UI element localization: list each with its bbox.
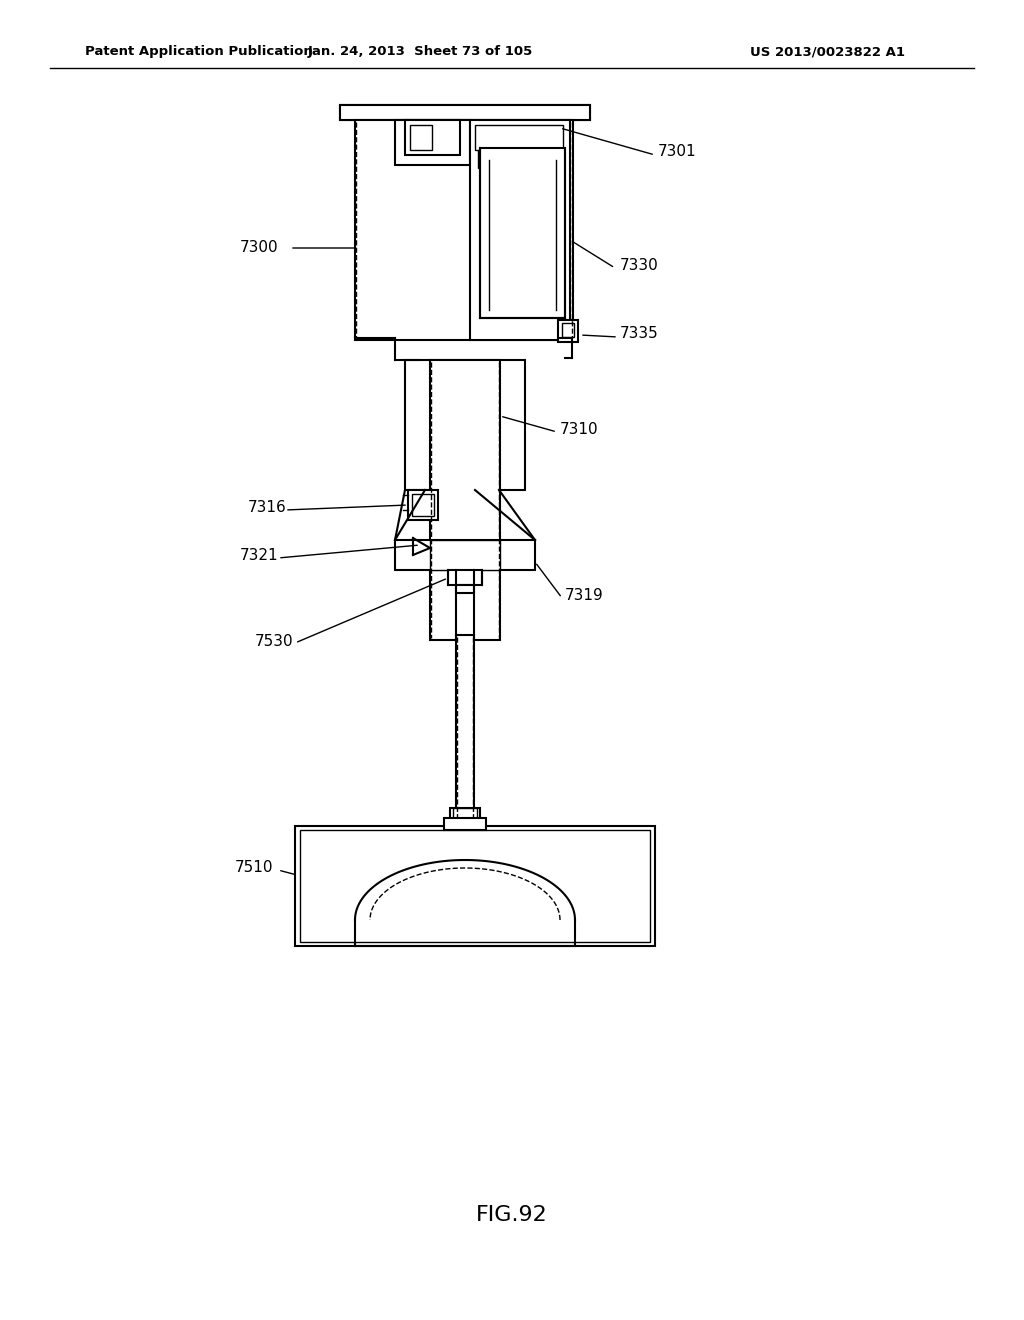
Bar (395, 120, 470, 165)
Text: 7335: 7335 (620, 326, 658, 342)
Bar (453, 808, 477, 822)
Text: 7319: 7319 (565, 587, 604, 602)
Text: 7310: 7310 (560, 421, 599, 437)
Bar (456, 635, 474, 820)
Text: 7316: 7316 (248, 500, 287, 516)
Text: 7530: 7530 (255, 634, 294, 648)
Bar (300, 830, 650, 942)
Text: 7300: 7300 (240, 240, 279, 256)
Text: US 2013/0023822 A1: US 2013/0023822 A1 (750, 45, 905, 58)
Bar (480, 148, 565, 318)
Text: 7301: 7301 (658, 144, 696, 160)
Text: 7330: 7330 (620, 257, 658, 272)
Bar (475, 125, 563, 150)
Text: Patent Application Publication: Patent Application Publication (85, 45, 312, 58)
Text: Jan. 24, 2013  Sheet 73 of 105: Jan. 24, 2013 Sheet 73 of 105 (307, 45, 532, 58)
Bar (412, 494, 434, 516)
Bar (430, 360, 500, 640)
Bar (562, 323, 574, 337)
Bar (430, 540, 500, 570)
Bar (478, 150, 528, 168)
Bar (456, 585, 474, 593)
Bar (408, 490, 438, 520)
Text: 7321: 7321 (240, 549, 279, 564)
Text: 7510: 7510 (234, 861, 273, 875)
Bar (470, 120, 570, 341)
Bar (406, 360, 525, 490)
Bar (355, 120, 573, 341)
Bar (449, 570, 482, 585)
Bar (450, 808, 480, 826)
Bar (395, 540, 535, 570)
Bar (406, 120, 460, 154)
Bar (295, 826, 655, 946)
Bar (444, 818, 486, 830)
Bar (340, 106, 590, 120)
Bar (340, 106, 590, 120)
Text: FIG.92: FIG.92 (476, 1205, 548, 1225)
Bar (558, 319, 578, 342)
Bar (410, 125, 432, 150)
